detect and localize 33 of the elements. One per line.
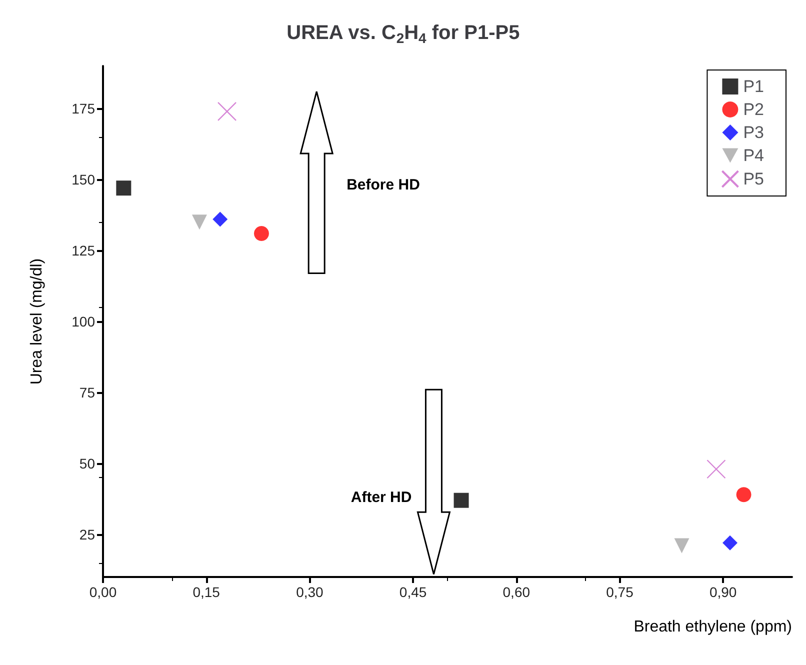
legend-label: P1 xyxy=(743,77,764,96)
x-tick-label: 0,90 xyxy=(709,584,737,600)
y-tick-label: 25 xyxy=(79,526,96,542)
y-tick-label: 175 xyxy=(72,100,96,117)
legend-label: P3 xyxy=(743,123,764,142)
x-tick-label: 0,60 xyxy=(502,584,530,600)
y-tick-label: 100 xyxy=(72,314,96,330)
x-tick-label: 0,45 xyxy=(399,584,427,600)
point xyxy=(674,538,690,554)
point xyxy=(454,492,469,508)
x-tick-label: 0,75 xyxy=(606,584,634,600)
point xyxy=(192,214,207,230)
y-tick-label: 150 xyxy=(72,172,96,188)
annotation: Before HD xyxy=(346,176,420,194)
x-tick-label: 0,30 xyxy=(296,584,324,600)
y-tick-label: 75 xyxy=(79,384,96,400)
x-tick-label: 0,00 xyxy=(89,584,117,600)
y-axis-title: Urea level (mg/dl) xyxy=(28,258,46,385)
point xyxy=(217,102,237,122)
point xyxy=(722,535,738,550)
x-axis-title: Breath ethylene (ppm) xyxy=(634,618,792,636)
y-tick-label: 50 xyxy=(79,455,96,472)
annotation: After HD xyxy=(350,489,412,506)
legend-label: P4 xyxy=(743,146,764,165)
x-tick-label: 0,15 xyxy=(192,584,220,600)
point xyxy=(212,212,228,227)
legend-label: P2 xyxy=(743,100,764,119)
point xyxy=(736,487,752,502)
point xyxy=(706,460,726,479)
point xyxy=(116,180,132,196)
y-tick-label: 125 xyxy=(72,242,96,259)
legend-label: P5 xyxy=(743,170,764,188)
point xyxy=(254,226,269,241)
